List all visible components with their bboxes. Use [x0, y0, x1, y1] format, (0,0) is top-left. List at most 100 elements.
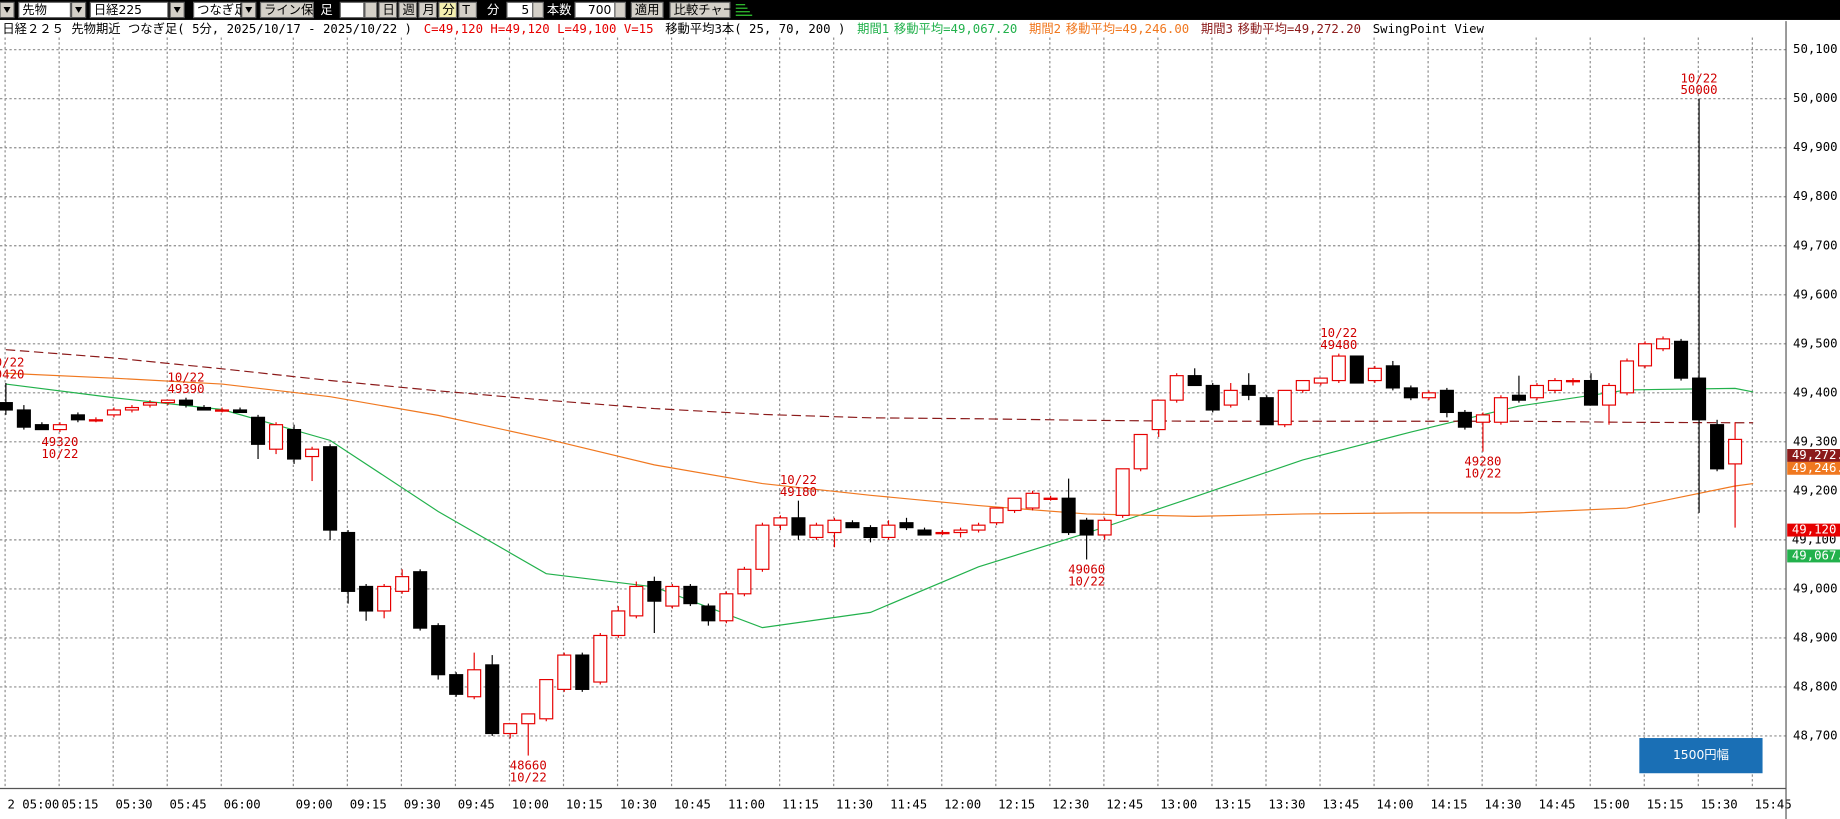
candle-body: [503, 723, 518, 735]
x-tick-label: 11:15: [782, 797, 819, 811]
x-tick-label: 12:30: [1052, 797, 1089, 811]
period-button-label: 分: [442, 3, 455, 17]
x-tick-label: 12:00: [944, 797, 981, 811]
x-tick-label: 15:30: [1701, 797, 1738, 811]
axis-marker: [1787, 449, 1840, 462]
y-tick-label: 50,100.0: [1793, 42, 1840, 56]
moving-average-line: [5, 383, 1754, 629]
chart-kind-dropdown-arrow: [245, 7, 253, 13]
period-button-label: 週: [403, 3, 415, 17]
candle-body: [305, 448, 320, 458]
y-tick-label: 49,900.0: [1793, 140, 1840, 154]
apply-button-label: 適用: [635, 3, 660, 17]
symbol-select[interactable]: [89, 1, 169, 19]
candle-body: [701, 605, 716, 622]
period-button[interactable]: [378, 1, 398, 19]
candle-body: [287, 429, 302, 460]
candle-body: [953, 529, 968, 534]
candle-body: [1619, 360, 1635, 394]
candle-body: [1151, 399, 1166, 431]
candle-body: [485, 664, 500, 735]
candle-body: [1403, 387, 1418, 399]
period-button[interactable]: [438, 1, 458, 19]
chart-kind-select[interactable]: [193, 1, 242, 19]
axis-marker-label: 49,120: [1792, 523, 1836, 537]
candle-body: [629, 585, 644, 617]
swing-date: 10/22: [1681, 71, 1718, 85]
candle-body: [791, 517, 806, 536]
compare-button[interactable]: [669, 1, 731, 19]
candle-body: [1205, 384, 1220, 411]
swing-date: 10/22: [167, 370, 204, 384]
axis-marker-label: 49,272.2: [1792, 448, 1840, 462]
candle-body: [1277, 389, 1292, 426]
candle-body: [611, 610, 626, 637]
x-tick-label: 06:00: [224, 797, 261, 811]
y-tick-label: 48,800.0: [1793, 679, 1840, 693]
bar-label: 足: [320, 3, 332, 17]
swing-price: 49320: [41, 435, 78, 449]
candle-body: [1187, 375, 1202, 387]
y-tick-label: 49,700.0: [1793, 238, 1840, 252]
bar-input[interactable]: [339, 1, 365, 19]
candle-body: [1457, 411, 1472, 428]
swing-price: 49280: [1464, 455, 1501, 469]
x-tick-label: 11:30: [836, 797, 873, 811]
x-tick-label: 13:30: [1268, 797, 1305, 811]
save-button[interactable]: [259, 1, 314, 19]
period-button[interactable]: [398, 1, 418, 19]
candle-body: [989, 507, 1004, 524]
swing-date: 10/22: [510, 770, 547, 784]
swing-price: 50000: [1681, 83, 1718, 97]
candle-body: [1385, 365, 1400, 389]
header-text: 移動平均=49,067.20: [894, 22, 1017, 36]
period-button[interactable]: [458, 1, 478, 19]
candle-body: [1367, 367, 1382, 382]
bar-spinner[interactable]: [364, 1, 378, 19]
candle-body: [1313, 377, 1328, 384]
y-tick-label: 49,600.0: [1793, 287, 1840, 301]
candle-body: [557, 654, 572, 690]
candle-body: [521, 713, 536, 725]
candle-body: [1692, 377, 1707, 421]
candle-body: [845, 522, 860, 529]
count-spinner[interactable]: [614, 1, 627, 19]
menu-button-arrow: [3, 7, 11, 13]
period-button[interactable]: [418, 1, 438, 19]
swing-price: 49480: [1320, 338, 1357, 352]
apply-button[interactable]: [630, 1, 664, 19]
header-text: 移動平均=49,272.20: [1238, 22, 1361, 36]
candle-body: [899, 522, 914, 529]
unit-label: 分: [487, 3, 500, 17]
market-select[interactable]: [18, 1, 71, 19]
period-button-label: T: [461, 3, 470, 17]
candle-body: [395, 576, 410, 592]
x-tick-label: 14:45: [1539, 797, 1576, 811]
range-button[interactable]: [1639, 738, 1763, 774]
candle-body: [881, 524, 896, 539]
swing-price: 49420: [0, 367, 24, 381]
candle-body: [34, 424, 49, 431]
symbol-select-label: 日経225: [94, 3, 142, 17]
count-label: 本数: [547, 2, 572, 17]
candle-body: [1637, 343, 1653, 367]
range-button-label: 1500円幅: [1673, 747, 1729, 762]
x-tick-label: 05:15: [61, 797, 98, 811]
candle-body: [683, 585, 698, 605]
candle-body: [1439, 389, 1454, 414]
candle-body: [647, 580, 662, 602]
candle-body: [1655, 338, 1671, 350]
candle-body: [1529, 384, 1544, 399]
candle-body: [1601, 384, 1617, 406]
period-button-label: 月: [422, 3, 434, 17]
axis-marker-label: 49,067.2: [1792, 548, 1840, 562]
x-tick-label: 14:00: [1376, 797, 1413, 811]
candle-body: [196, 406, 212, 411]
candle-body: [809, 524, 824, 539]
candle-body: [1547, 379, 1563, 391]
candle-body: [323, 446, 338, 531]
axis-marker: [1787, 461, 1840, 475]
interval-spinner[interactable]: [532, 1, 544, 19]
header-text: 期間3: [1201, 22, 1233, 36]
